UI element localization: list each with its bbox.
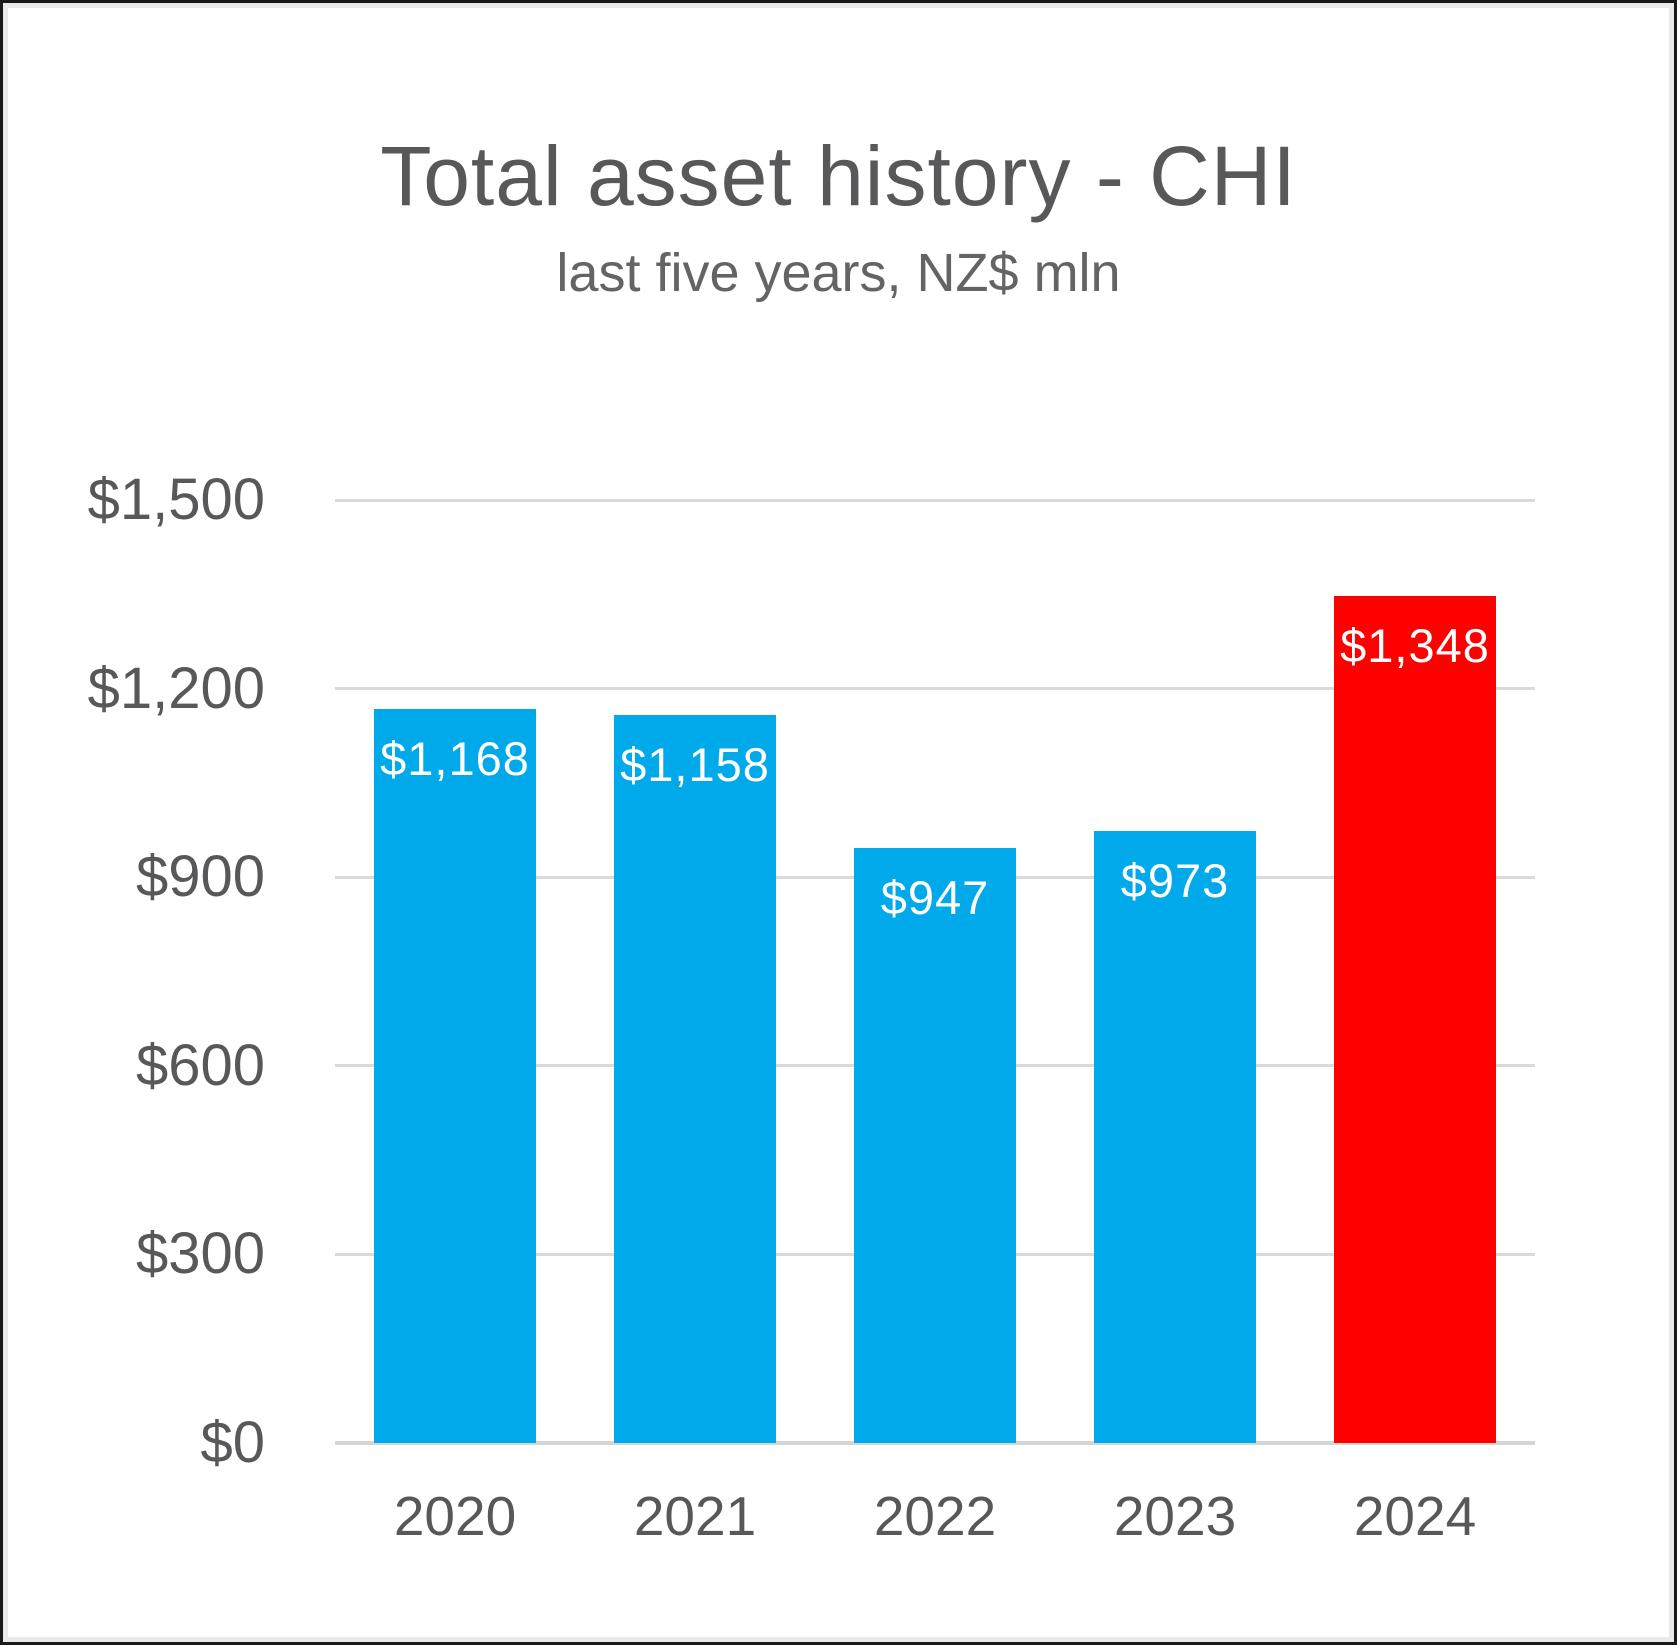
- bar-value-label-2020: $1,168: [380, 732, 530, 785]
- bar-chart: $0 $300 $600 $900 $1,200 $1,500 $1,168 2020 $1,1…: [3, 3, 1674, 1642]
- bar-2023: $973: [1094, 831, 1256, 1443]
- y-axis-tick-label-$900: $900: [135, 844, 265, 909]
- x-axis-label-2021: 2021: [633, 1485, 757, 1547]
- x-axis-label-2024: 2024: [1353, 1485, 1477, 1547]
- chart-subtitle: last five years, NZ$ mln: [556, 243, 1121, 303]
- bar-2020: $1,168: [374, 709, 536, 1443]
- x-axis-label-2020: 2020: [393, 1485, 517, 1547]
- gridline-$1,500: [335, 499, 1535, 502]
- y-axis-tick-label-$1,200: $1,200: [87, 656, 265, 721]
- gridline-$1,200: [335, 687, 1535, 690]
- bar-2024: $1,348: [1334, 596, 1496, 1443]
- bar-value-label-2023: $973: [1120, 854, 1230, 907]
- y-axis-tick-label-$1,500: $1,500: [87, 467, 265, 532]
- bar-value-label-2024: $1,348: [1340, 619, 1490, 672]
- chart-title: Total asset history - CHI: [380, 129, 1297, 223]
- bar-value-label-2021: $1,158: [620, 738, 770, 791]
- gridline-$0: [335, 1441, 1535, 1445]
- y-axis-tick-label-$600: $600: [135, 1033, 265, 1098]
- y-axis-tick-label-$300: $300: [135, 1221, 265, 1286]
- bar-2021: $1,158: [614, 715, 776, 1443]
- y-axis-tick-label-$0: $0: [200, 1410, 265, 1475]
- bar-2022: $947: [854, 848, 1016, 1443]
- x-axis-label-2023: 2023: [1113, 1485, 1237, 1547]
- bar-value-label-2022: $947: [880, 871, 990, 924]
- x-axis-label-2022: 2022: [873, 1485, 997, 1547]
